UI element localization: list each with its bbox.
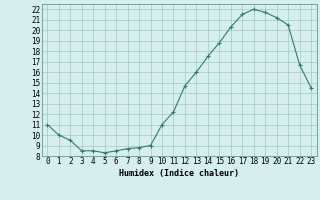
X-axis label: Humidex (Indice chaleur): Humidex (Indice chaleur) <box>119 169 239 178</box>
